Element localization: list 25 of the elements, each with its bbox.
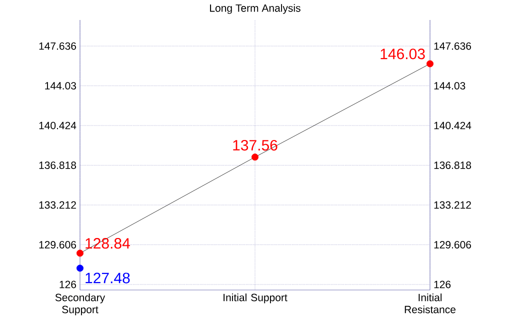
y-tick-label: 126 xyxy=(60,280,76,288)
chart-title: Long Term Analysis xyxy=(210,4,300,14)
x-tick-label: Initial Resistance xyxy=(404,294,456,314)
data-label: 127.48 xyxy=(86,272,130,284)
data-label: 137.56 xyxy=(233,140,278,151)
y-tick-label: 129.606 xyxy=(39,241,76,248)
y2-tick-label: 126 xyxy=(434,280,451,288)
y2-tick-label: 129.606 xyxy=(434,241,472,248)
y2-tick-label: 147.636 xyxy=(434,42,472,50)
y-tick-label: 133.212 xyxy=(39,201,76,209)
y2-tick-label: 140.424 xyxy=(434,122,472,130)
data-label: 146.03 xyxy=(380,48,425,60)
point xyxy=(76,264,84,272)
y-tick-label: 140.424 xyxy=(39,122,76,130)
y2-tick-label: 144.03 xyxy=(434,82,466,90)
y2-tick-label: 136.818 xyxy=(434,162,472,169)
point xyxy=(252,154,258,161)
point xyxy=(426,60,434,68)
x-tick-label: Initial Support xyxy=(224,294,288,304)
y2-tick-label: 133.212 xyxy=(434,201,471,209)
point xyxy=(76,250,84,257)
y-tick-label: 136.818 xyxy=(39,162,76,169)
y-tick-label: 147.636 xyxy=(39,42,76,50)
x-tick-label: Secondary Support xyxy=(55,294,106,316)
y-tick-label: 144.03 xyxy=(45,82,76,90)
